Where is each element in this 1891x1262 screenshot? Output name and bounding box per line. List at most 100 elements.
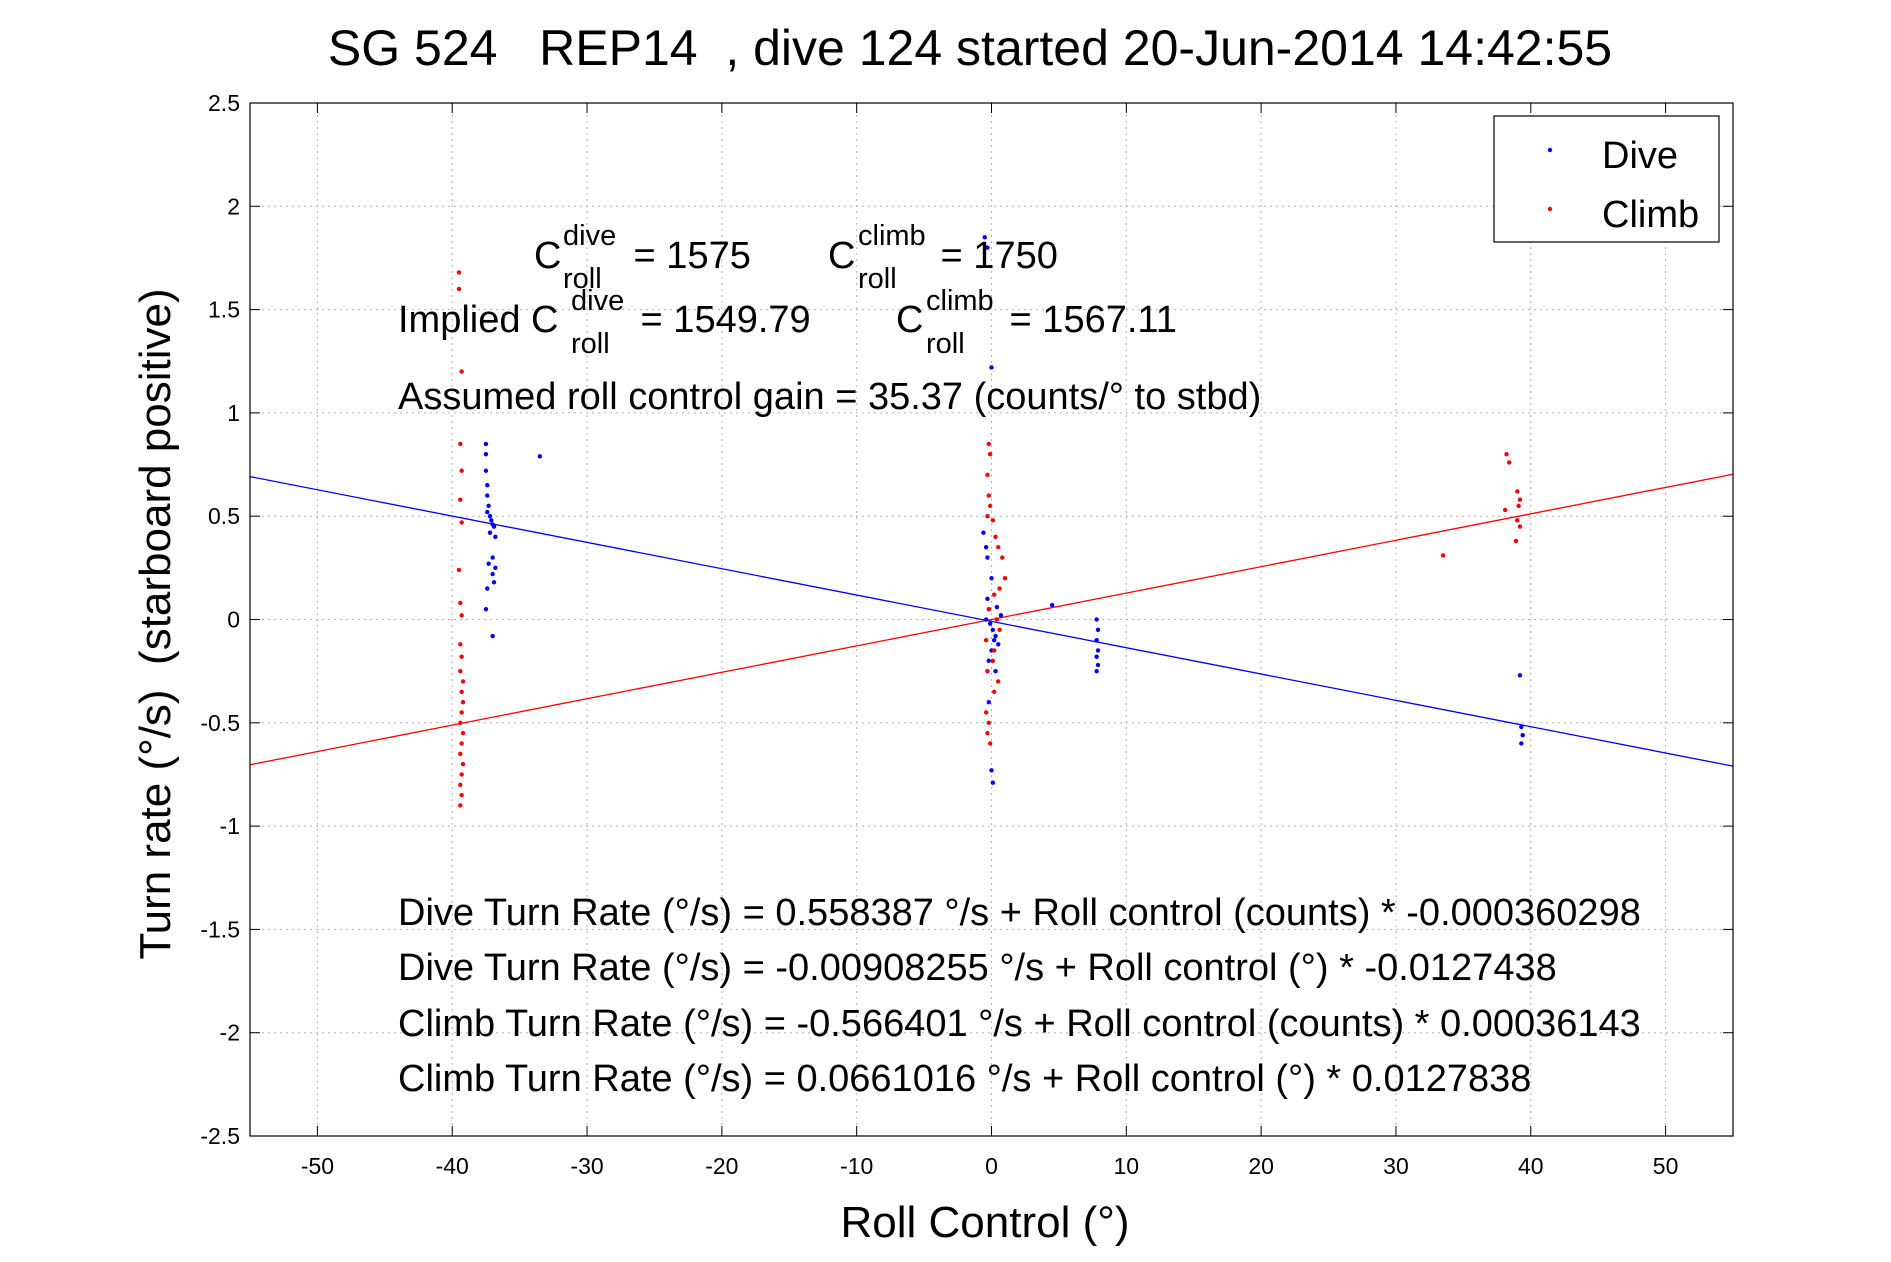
data-point-dive	[491, 580, 497, 585]
data-point-climb	[1515, 489, 1520, 494]
y-tick-label: -1	[220, 813, 240, 839]
data-point-dive	[485, 509, 490, 515]
data-point-dive	[998, 613, 1004, 618]
annotation-equation-2: Dive Turn Rate (°/s) = -0.00908255 °/s +…	[398, 947, 1557, 989]
data-point-dive	[985, 555, 990, 560]
y-tick-label: -2	[220, 1020, 240, 1046]
data-point-dive	[486, 561, 491, 566]
data-point-climb	[458, 642, 463, 647]
data-point-dive	[985, 596, 990, 602]
data-point-climb	[458, 751, 463, 756]
data-point-dive	[990, 627, 996, 633]
data-point-climb	[1002, 575, 1008, 581]
data-point-dive	[989, 365, 994, 370]
data-point-climb	[993, 534, 998, 540]
y-tick-label: 1.5	[208, 297, 240, 323]
data-point-climb	[459, 369, 464, 374]
data-point-dive	[1520, 732, 1525, 738]
x-tick-label: -20	[705, 1153, 738, 1179]
data-point-climb	[986, 441, 992, 447]
data-point-climb	[458, 782, 463, 787]
data-point-climb	[458, 720, 463, 725]
data-point-dive	[990, 780, 996, 785]
legend: Dive Climb	[1493, 115, 1720, 243]
data-point-dive	[993, 633, 998, 639]
x-tick-label: 0	[985, 1153, 998, 1179]
data-point-dive	[489, 518, 494, 523]
data-point-dive	[993, 668, 998, 674]
x-tick-label: 50	[1653, 1153, 1679, 1179]
data-point-dive	[991, 637, 997, 643]
x-tick-label: 40	[1518, 1153, 1544, 1179]
implied-dive-prefix: Implied C	[398, 299, 559, 341]
c-roll-climb-prefix: C	[828, 235, 855, 277]
data-point-climb	[459, 520, 464, 525]
y-tick-label: 0	[227, 607, 240, 633]
data-point-climb	[991, 648, 997, 653]
fit-line-climb	[249, 473, 1734, 766]
fit-lines	[249, 473, 1734, 767]
implied-climb-sup: climb	[926, 285, 994, 317]
data-point-climb	[459, 741, 464, 746]
data-point-dive	[487, 514, 493, 519]
data-point-climb	[985, 730, 990, 736]
data-point-dive	[490, 555, 495, 560]
x-tick-label: -40	[436, 1153, 469, 1179]
axis-ticks	[250, 102, 1733, 1137]
data-point-dive	[989, 575, 994, 581]
data-point-dive	[493, 565, 498, 571]
data-points	[456, 235, 1525, 808]
data-point-dive	[1519, 724, 1524, 730]
legend-label-climb: Climb	[1602, 194, 1699, 236]
data-point-climb	[456, 286, 462, 292]
data-point-dive	[483, 606, 489, 612]
data-point-dive	[487, 530, 493, 535]
y-tick-labels: 2.5 2 1.5 1 0.5 0 -0.5 -1 -1.5 -2 -2.5	[200, 90, 240, 1149]
y-tick-label: -1.5	[200, 916, 240, 942]
data-point-dive	[1095, 648, 1101, 653]
x-axis-label: Roll Control (°)	[841, 1198, 1130, 1247]
data-point-climb	[1502, 507, 1508, 513]
annotation-c-roll: C dive roll = 1575 C climb roll = 1750	[534, 220, 1058, 295]
data-point-dive	[986, 699, 992, 705]
data-point-climb	[990, 658, 996, 664]
legend-box	[1493, 115, 1720, 243]
data-point-climb	[1000, 555, 1005, 560]
data-point-dive	[986, 658, 992, 664]
implied-dive-sub: roll	[571, 328, 610, 360]
x-tick-label: 20	[1248, 1153, 1274, 1179]
data-point-dive	[485, 586, 490, 591]
data-point-dive	[1094, 654, 1099, 659]
data-point-climb	[983, 710, 989, 715]
x-tick-label: -50	[301, 1153, 334, 1179]
chart-title: SG 524 REP14 , dive 124 started 20-Jun-2…	[328, 20, 1612, 76]
legend-marker-dive	[1547, 147, 1553, 153]
c-roll-dive-value: = 1575	[623, 235, 751, 277]
data-point-climb	[996, 679, 1001, 684]
data-point-dive	[1517, 673, 1523, 678]
data-point-climb	[986, 606, 992, 612]
data-point-dive	[1094, 617, 1099, 622]
data-point-dive	[537, 454, 543, 459]
data-point-climb	[991, 592, 997, 597]
data-point-climb	[460, 699, 466, 705]
data-point-dive	[1094, 637, 1099, 643]
legend-label-dive: Dive	[1602, 135, 1678, 177]
data-point-climb	[458, 803, 463, 808]
data-point-dive	[1095, 662, 1101, 668]
data-point-dive	[483, 441, 489, 447]
y-tick-label: 0.5	[208, 503, 240, 529]
data-point-climb	[1517, 497, 1523, 502]
y-tick-label: 2.5	[208, 90, 240, 116]
data-point-dive	[983, 544, 989, 550]
data-point-climb	[459, 613, 464, 618]
c-roll-dive-prefix: C	[534, 235, 561, 277]
data-point-climb	[460, 730, 466, 736]
data-point-climb	[459, 468, 464, 473]
data-point-climb	[1517, 524, 1523, 529]
implied-climb-value: = 1567.11	[999, 299, 1177, 341]
c-roll-climb-sub: roll	[858, 263, 897, 295]
data-point-climb	[986, 720, 992, 725]
fit-line-dive	[249, 475, 1734, 767]
data-point-dive	[485, 493, 490, 498]
